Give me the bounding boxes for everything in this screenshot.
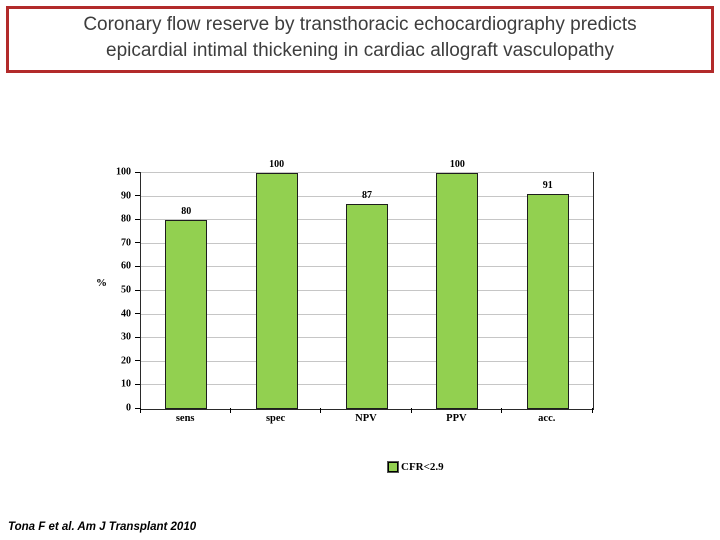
y-tick-mark xyxy=(135,336,140,338)
bar-value-label: 80 xyxy=(181,206,192,218)
gridline xyxy=(141,195,593,197)
y-tick-label: 50 xyxy=(121,284,131,296)
gridline xyxy=(141,172,593,173)
citation: Tona F et al. Am J Transplant 2010 xyxy=(8,521,197,533)
y-tick-mark xyxy=(135,195,140,197)
bar-value-label: 100 xyxy=(269,159,285,170)
x-tick-mark xyxy=(320,408,322,413)
plot-area: 80 100 87 100 91 xyxy=(140,159,594,410)
y-tick-mark xyxy=(135,360,140,362)
y-tick-label: 80 xyxy=(121,213,131,225)
y-tick-label: 0 xyxy=(126,402,131,414)
bar xyxy=(346,203,388,409)
legend-marker-icon xyxy=(388,462,398,472)
category-label: PPV xyxy=(446,413,467,424)
y-tick-mark xyxy=(135,171,140,173)
bar-value-label: 87 xyxy=(362,189,372,201)
y-tick-label: 30 xyxy=(121,331,131,343)
x-tick-mark xyxy=(501,408,503,413)
category-label: NPV xyxy=(355,413,377,424)
y-tick-mark xyxy=(135,383,140,385)
category-label: acc. xyxy=(538,413,556,424)
bar xyxy=(436,173,479,409)
y-tick-mark xyxy=(135,242,140,244)
y-tick-mark xyxy=(135,265,140,267)
y-tick-label: 100 xyxy=(116,166,131,178)
x-tick-mark xyxy=(591,408,593,413)
y-tick-mark xyxy=(135,218,140,220)
y-tick-mark xyxy=(135,313,140,315)
y-tick-label: 90 xyxy=(121,190,131,202)
category-label: sens xyxy=(175,413,195,424)
page-title-line-2: epicardial intimal thickening in cardiac… xyxy=(106,40,614,62)
bar xyxy=(165,220,208,409)
y-tick-mark xyxy=(135,289,140,291)
x-axis: sens spec NPV PPV acc. xyxy=(140,413,592,429)
x-tick-mark xyxy=(139,408,141,413)
category-label: spec xyxy=(265,413,286,424)
x-tick-mark xyxy=(410,408,412,413)
x-axis-ticks xyxy=(139,408,593,413)
page-title-line-1: Coronary flow reserve by transthoracic e… xyxy=(83,14,637,35)
legend-label: CFR<2.9 xyxy=(401,461,444,473)
y-tick-label: 60 xyxy=(121,260,131,272)
bar xyxy=(255,173,298,409)
y-tick-label: 10 xyxy=(121,378,131,390)
y-axis-title: % xyxy=(96,277,107,289)
title-banner: Coronary flow reserve by transthoracic e… xyxy=(6,6,714,74)
y-tick-label: 40 xyxy=(121,308,131,320)
y-tick-label: 20 xyxy=(121,355,131,367)
x-tick-mark xyxy=(229,408,231,413)
y-axis: 0 10 20 30 40 50 60 70 80 90 100 xyxy=(106,167,140,414)
bar-value-label: 100 xyxy=(449,159,465,170)
bar-value-label: 91 xyxy=(542,180,553,192)
bar xyxy=(526,194,569,409)
y-tick-mark xyxy=(135,407,140,409)
legend: CFR<2.9 xyxy=(388,461,444,473)
y-tick-label: 70 xyxy=(121,237,131,249)
